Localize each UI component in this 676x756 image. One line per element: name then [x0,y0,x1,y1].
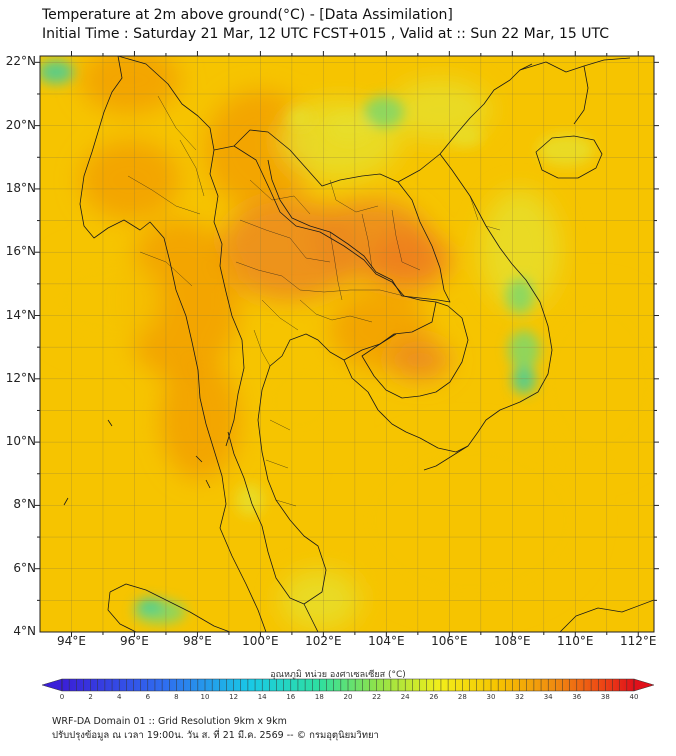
colorbar-tick-label: 8 [174,693,179,701]
temperature-patch [450,126,482,146]
colorbar-tick-label: 12 [229,693,239,701]
cambodia-border [361,301,469,399]
temperature-patch [280,570,360,630]
lat-label: 10°N [5,434,36,449]
lon-label: 106°E [431,634,468,648]
colorbar-tick-label: 38 [600,693,610,701]
temperature-patch [530,290,654,470]
myanmar-coastline [79,56,227,529]
lat-label: 4°N [13,624,36,638]
temperature-patch [350,430,590,610]
lon-label: 96°E [120,634,149,648]
temperature-patch [80,140,180,220]
lon-label: 108°E [494,634,531,648]
temperature-patch [136,598,164,614]
vietnam-coastline [397,63,553,471]
colorbar-tick-label: 16 [286,693,296,701]
colorbar-tick-label: 22 [372,693,382,701]
lon-label: 102°E [305,634,342,648]
province-boundaries [127,95,501,507]
lon-label: 94°E [57,634,86,648]
colorbar-tick-label: 32 [515,693,525,701]
borneo-coast [559,599,654,632]
colorbar-tick-label: 26 [429,693,439,701]
lon-label: 110°E [557,634,594,648]
temperature-patch [236,484,264,516]
myanmar-china-border [117,56,291,151]
temperature-patch [390,80,490,140]
temperature-patch [205,90,315,210]
temperature-patch [390,340,450,380]
temperature-patch [40,250,160,350]
lon-label: 100°E [242,634,279,648]
temperature-patch [160,360,240,480]
temperature-field-detail [40,60,594,624]
colorbar-tick-label: 0 [59,693,65,701]
temperature-patch [538,134,594,166]
laos-border [267,149,451,303]
title-line-1: Temperature at 2m above ground(°C) - [Da… [42,7,453,23]
footer: WRF-DA Domain 01 :: Grid Resolution 9km … [52,715,379,743]
temperature-patch [480,190,560,310]
colorbar-tick-label: 6 [145,693,151,701]
temperature-patch [370,230,450,290]
leizhou-peninsula [573,65,589,125]
gulf-of-thailand-coast [343,359,469,453]
colorbar-tick-label: 10 [200,693,210,701]
map-title: Temperature at 2m above ground(°C) - [Da… [42,6,609,44]
lat-label: 16°N [5,244,36,259]
map-frame [39,55,655,633]
colorbar-tick-label: 4 [116,693,122,701]
footer-line-2: ปรับปรุงข้อมูล ณ เวลา 19:00น. วัน ส. ที่… [52,730,379,741]
lat-label: 12°N [5,370,36,385]
temperature-patch [250,350,350,450]
colorbar [41,678,655,692]
myanmar-thailand-border [209,149,245,447]
thailand-border [227,145,437,605]
temperature-patch [512,366,536,394]
colorbar-tick-label: 20 [343,693,353,701]
colorbar-tick-label: 2 [88,693,93,701]
colorbar-title: อุณหภูมิ หน่วย องศาเซลเซียส (°C) [270,670,406,680]
malay-peninsula-coast [219,527,319,632]
temperature-patch [364,96,404,128]
lat-label: 20°N [5,117,36,132]
temperature-patch [288,108,312,128]
temperature-field [40,56,654,630]
colorbar-tick-label: 34 [543,693,553,701]
lat-label: 8°N [13,497,36,512]
lon-label: 98°E [182,634,212,648]
hainan-island [535,135,603,179]
temperature-patch [40,60,74,84]
colorbar-tick-label: 14 [257,693,267,701]
lat-label: 22°N [5,54,36,69]
sumatra-coast [107,583,231,632]
temperature-patch [328,114,372,142]
temperature-patch [80,56,180,114]
title-line-2: Initial Time : Saturday 21 Mar, 12 UTC F… [42,26,609,42]
colorbar-tick-label: 28 [457,693,467,701]
colorbar-tick-label: 36 [572,693,582,701]
coastlines-and-borders [63,56,654,632]
lat-label: 14°N [5,307,36,322]
myanmar-coast-islands [63,419,211,506]
lat-label: 6°N [13,560,36,575]
footer-line-1: WRF-DA Domain 01 :: Grid Resolution 9km … [52,716,287,727]
colorbar-tick-label: 40 [629,693,639,701]
china-coastline [519,57,631,73]
lon-label: 104°E [368,634,405,648]
colorbar-tick-label: 18 [314,693,324,701]
lon-label: 112°E [620,634,657,648]
colorbar-tick-label: 30 [486,693,496,701]
lat-label: 18°N [5,180,36,195]
colorbar-tick-label: 24 [400,693,410,701]
temperature-patch [508,330,540,370]
temperature-patch [506,278,534,314]
